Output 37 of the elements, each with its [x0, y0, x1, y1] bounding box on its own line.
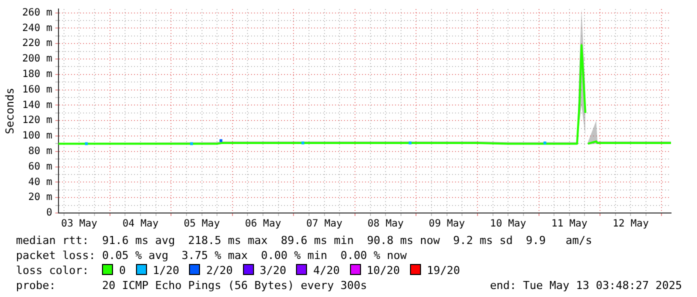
y-tick-label: 180 m	[22, 69, 52, 80]
text: median rtt: 91.6 ms avg 218.5 ms max 89.6 ms min 90.8 ms now 9.2 ms sd 9.9 am/s	[16, 233, 594, 248]
y-tick-label: 80 m	[28, 146, 52, 158]
x-tick-label: 06 May	[244, 218, 282, 230]
x-tick-label: 10 May	[490, 218, 526, 230]
y-tick-label: 100 m	[22, 130, 52, 142]
legend-label: 2/20	[206, 264, 233, 277]
y-tick-label: 0	[46, 208, 52, 219]
legend-label: 1/20	[152, 264, 180, 277]
y-tick-label: 40 m	[28, 176, 52, 188]
y-tick-label: 60 m	[28, 161, 52, 172]
legend-label: 19/20	[426, 264, 460, 277]
y-tick-label: 260 m	[22, 7, 52, 18]
text: packet loss: 0.05 % avg 3.75 % max 0.00 % min 0.00 % now	[16, 248, 408, 263]
y-tick-label: 220 m	[22, 38, 52, 50]
x-tick-label: 03 May	[61, 218, 98, 230]
y-tick-label: 20 m	[28, 192, 52, 204]
y-tick-label: 120 m	[22, 115, 52, 126]
x-tick-label: 04 May	[122, 218, 159, 230]
x-tick-label: 07 May	[306, 218, 342, 230]
y-axis-title: Seconds	[3, 88, 16, 134]
text: end: Tue May 13 03:48:27 2025	[490, 278, 682, 293]
x-tick-label: 12 May	[612, 218, 649, 230]
x-tick-label: 09 May	[428, 218, 465, 230]
y-tick-label: 200 m	[22, 54, 52, 65]
x-tick-label: 08 May	[368, 218, 404, 230]
y-tick-label: 140 m	[22, 100, 52, 111]
y-tick-label: 240 m	[22, 22, 52, 34]
x-tick-label: 05 May	[184, 218, 220, 230]
legend-label: 0	[119, 264, 126, 277]
legend-label: 3/20	[260, 264, 286, 277]
text: probe: 20 ICMP Echo Pings (56 Bytes) every 300s	[16, 278, 367, 293]
legend-title: loss color:	[16, 263, 90, 278]
legend-label: 10/20	[366, 264, 400, 277]
legend-label: 4/20	[313, 264, 340, 277]
x-tick-label: 11 May	[551, 218, 588, 230]
y-tick-label: 160 m	[22, 84, 52, 96]
